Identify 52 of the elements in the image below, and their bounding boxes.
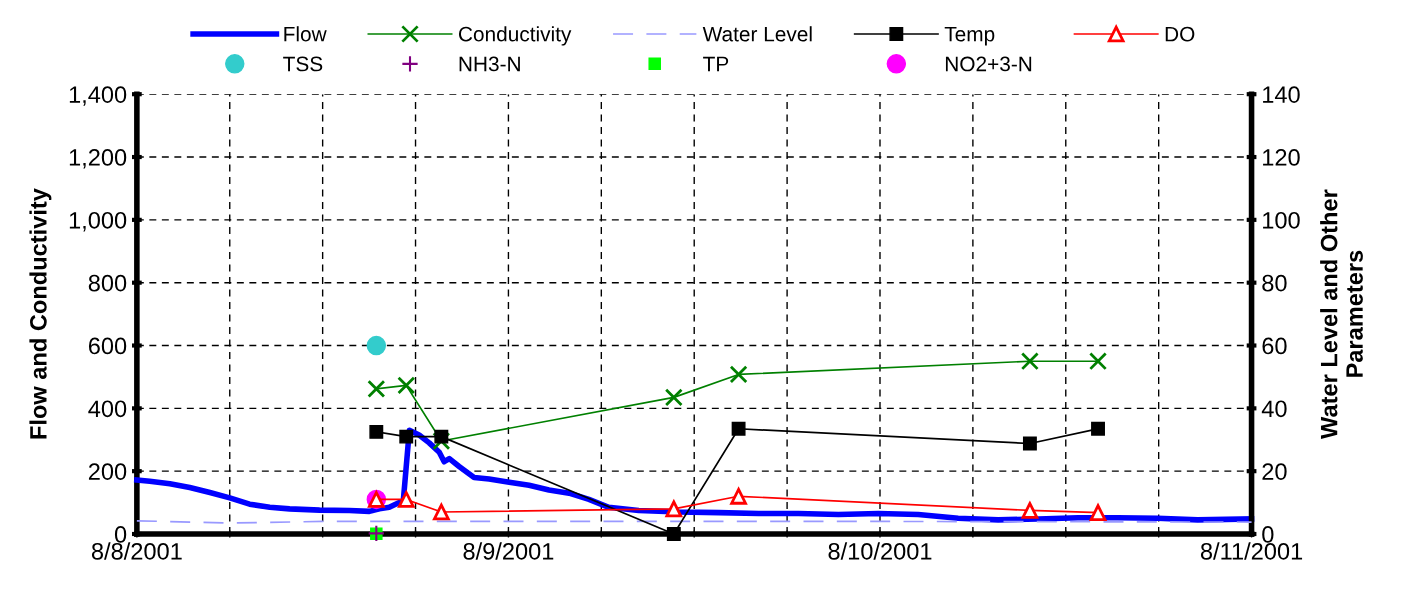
y2-tick-label: 40 [1261, 400, 1287, 418]
legend-label: Conductivity [458, 26, 572, 46]
point [1021, 502, 1039, 519]
legend-label: TP [703, 56, 729, 72]
point [1020, 352, 1039, 371]
y-tick-label: 200 [88, 463, 127, 480]
point [366, 335, 387, 356]
legend-label: DO [1165, 26, 1195, 42]
point [432, 431, 451, 451]
point [666, 527, 681, 541]
point [434, 429, 449, 444]
y2-tick-label: 0 [1262, 526, 1274, 543]
point [1091, 421, 1105, 436]
point [664, 388, 683, 407]
point [1089, 352, 1108, 371]
y-tick-label: 1,200 [69, 149, 127, 169]
y2-tick-label: 100 [1263, 211, 1300, 229]
legend-label: Temp [944, 26, 995, 46]
legend-label: NH3-N [459, 56, 520, 72]
x-tick-label: 8/10/2001 [828, 542, 932, 560]
y2-tick-label: 60 [1262, 337, 1287, 355]
x-tick-label: 8/9/2001 [463, 542, 554, 560]
point [729, 365, 748, 384]
point [397, 491, 415, 508]
y-tick-label: 0 [114, 526, 127, 543]
x-tick-label: 8/8/2001 [91, 542, 182, 560]
point [399, 429, 414, 444]
y2-tick-label: 80 [1262, 274, 1287, 292]
legend-label: Flow [284, 26, 327, 42]
legend-label: TSS [283, 56, 323, 72]
point [664, 498, 683, 518]
point [1089, 504, 1107, 521]
point [433, 503, 450, 521]
point [1022, 436, 1037, 451]
y-tick-label: 1,000 [69, 211, 127, 232]
point [397, 376, 416, 395]
y2-axis-title: Water Level and Other Parameters [1320, 189, 1363, 439]
legend-label: Water Level [702, 26, 812, 42]
point [730, 487, 747, 505]
point [369, 424, 384, 439]
point [367, 379, 386, 398]
y-tick-label: 1,400 [69, 86, 127, 106]
y2-tick-label: 140 [1263, 86, 1300, 103]
point [731, 421, 746, 436]
y-axis-title: Flow and Conductivity [29, 188, 52, 439]
legend-label: NO2+3-N [945, 56, 1032, 72]
y2-tick-label: 120 [1263, 149, 1300, 166]
y-tick-label: 600 [88, 337, 127, 355]
y-tick-label: 400 [88, 400, 127, 418]
y2-tick-label: 20 [1262, 463, 1287, 480]
x-tick-label: 8/11/2001 [1200, 542, 1303, 560]
y-tick-label: 800 [88, 274, 127, 292]
